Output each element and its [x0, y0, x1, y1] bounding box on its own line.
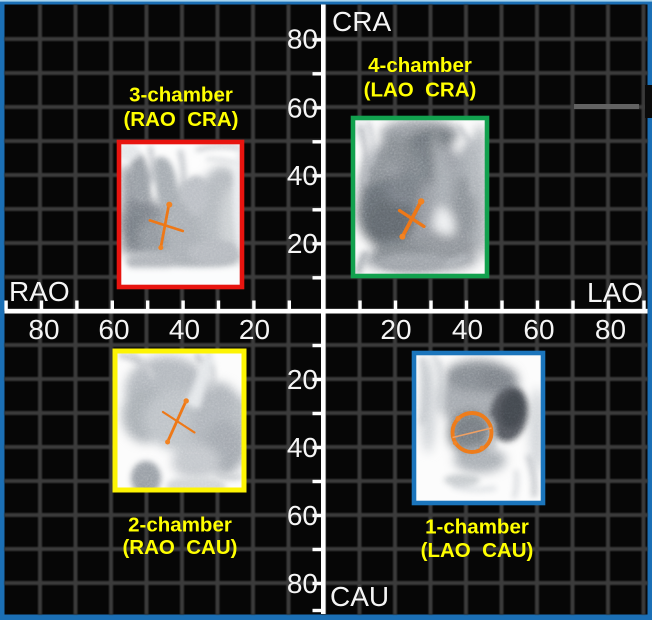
svg-text:RAO: RAO — [9, 276, 70, 307]
svg-text:2-chamber: 2-chamber — [128, 514, 232, 537]
svg-text:80: 80 — [595, 314, 626, 345]
svg-text:20: 20 — [380, 314, 411, 345]
svg-text:CAU: CAU — [330, 581, 389, 612]
svg-text:60: 60 — [523, 314, 554, 345]
svg-text:4-chamber: 4-chamber — [368, 54, 472, 77]
svg-text:CRA: CRA — [332, 6, 391, 37]
svg-text:80: 80 — [28, 314, 59, 345]
svg-text:20: 20 — [287, 228, 318, 259]
svg-text:20: 20 — [239, 314, 270, 345]
svg-text:40: 40 — [169, 314, 200, 345]
svg-text:LAO: LAO — [587, 277, 643, 308]
svg-text:3-chamber: 3-chamber — [129, 84, 233, 107]
svg-text:(RAO CRA): (RAO CRA) — [123, 108, 238, 131]
svg-text:60: 60 — [287, 93, 318, 124]
svg-text:40: 40 — [287, 160, 318, 191]
svg-text:1-chamber: 1-chamber — [425, 516, 529, 539]
svg-text:(LAO CAU): (LAO CAU) — [421, 539, 534, 562]
svg-text:40: 40 — [287, 432, 318, 463]
svg-text:(RAO CAU): (RAO CAU) — [122, 536, 237, 559]
svg-text:60: 60 — [98, 314, 129, 345]
svg-text:80: 80 — [287, 568, 318, 599]
svg-text:60: 60 — [287, 500, 318, 531]
svg-text:40: 40 — [452, 314, 483, 345]
svg-text:20: 20 — [287, 364, 318, 395]
svg-text:(LAO CRA): (LAO CRA) — [364, 79, 477, 102]
svg-text:80: 80 — [287, 24, 318, 55]
